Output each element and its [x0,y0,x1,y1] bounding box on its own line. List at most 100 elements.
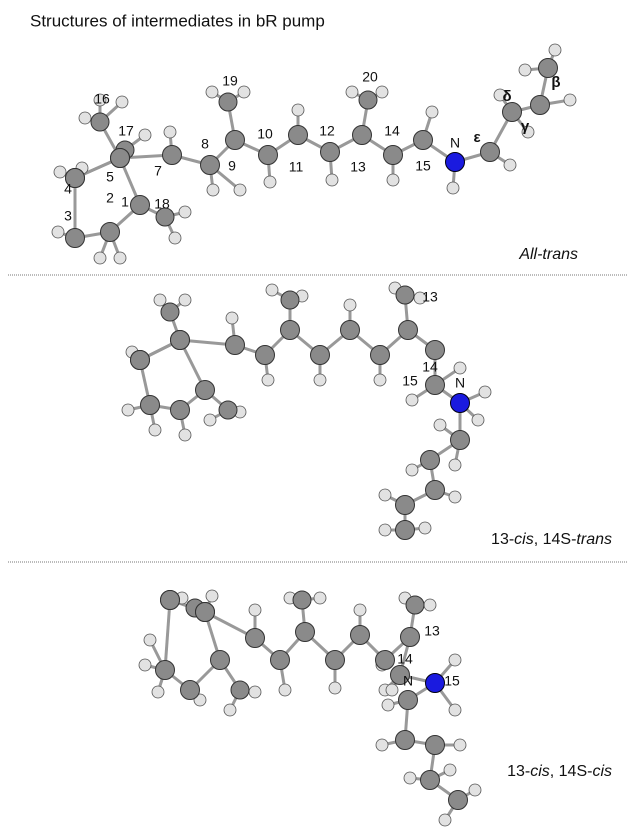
caption-part: 13- [507,763,530,780]
hydrogen-atom [79,112,91,124]
hydrogen-atom [479,386,491,398]
hydrogen-atom [206,86,218,98]
atom-label: 14 [384,123,400,139]
hydrogen-atom [204,414,216,426]
atom-label: 14 [422,359,438,375]
atom-label: 14 [397,651,413,667]
hydrogen-atom [406,464,418,476]
hydrogen-atom [564,94,576,106]
carbon-atom [451,431,470,450]
hydrogen-atom [94,252,106,264]
hydrogen-atom [382,699,394,711]
hydrogen-atom [447,182,459,194]
atom-label: δ [502,88,511,105]
atom-label: 1 [121,194,129,210]
carbon-atom [449,791,468,810]
carbon-atom [531,96,550,115]
hydrogen-atom [179,206,191,218]
hydrogen-atom [139,129,151,141]
carbon-atom [211,651,230,670]
atom-label: ε [473,129,480,146]
hydrogen-atom [379,489,391,501]
hydrogen-atom [454,362,466,374]
atom-label: 13 [424,623,440,639]
hydrogen-atom [346,86,358,98]
hydrogen-atom [154,294,166,306]
hydrogen-atom [169,232,181,244]
hydrogen-atom [207,184,219,196]
hydrogen-atom [424,599,436,611]
hydrogen-atom [179,429,191,441]
hydrogen-atom [419,522,431,534]
panel-caption: All-trans [518,246,578,263]
hydrogen-atom [224,704,236,716]
carbon-atom [219,93,237,111]
hydrogen-atom [344,299,356,311]
hydrogen-atom [249,686,261,698]
molecules [52,44,576,826]
carbon-atom [111,149,130,168]
hydrogen-atom [114,252,126,264]
panel-caption: 13-cis, 14S-cis [507,763,612,780]
carbon-atom [351,626,370,645]
figure-title: Structures of intermediates in bR pump [30,11,325,30]
carbon-atom [156,661,175,680]
carbon-atom [421,771,440,790]
carbon-atom [246,629,265,648]
hydrogen-atom [139,659,151,671]
hydrogen-atom [179,294,191,306]
hydrogen-atom [226,312,238,324]
hydrogen-atom [379,524,391,536]
atom-label: 19 [222,73,238,89]
carbon-atom [353,126,372,145]
carbon-atom [226,336,245,355]
hydrogen-atom [386,684,398,696]
hydrogen-atom [234,184,246,196]
hydrogen-atom [449,654,461,666]
carbon-atom [289,126,308,145]
atom-label: 15 [415,158,431,174]
nitrogen-atom [451,394,470,413]
carbon-atom [396,731,415,750]
atom-label: 17 [118,123,134,139]
carbon-atom [256,346,275,365]
figure: Structures of intermediates in bR pump 1… [0,0,630,827]
hydrogen-atom [266,284,278,296]
caption-part: , 14S- [550,763,593,780]
carbon-atom [426,736,445,755]
atom-label: 15 [444,673,460,689]
caption-part: cis [530,763,550,780]
carbon-atom [481,143,500,162]
atom-label: 10 [257,126,273,142]
hydrogen-atom [376,86,388,98]
caption-part: cis [592,763,612,780]
hydrogen-atom [116,96,128,108]
hydrogen-atom [426,106,438,118]
carbon-atom [426,481,445,500]
carbon-atom [101,223,120,242]
hydrogen-atom [314,374,326,386]
hydrogen-atom [504,159,516,171]
hydrogen-atom [206,590,218,602]
hydrogen-atom [52,226,64,238]
carbon-atom [259,146,278,165]
hydrogen-atom [122,404,134,416]
carbon-atom [271,651,290,670]
hydrogen-atom [406,394,418,406]
hydrogen-atom [152,686,164,698]
carbon-atom [141,396,160,415]
carbon-atom [399,321,418,340]
carbon-atom [161,591,180,610]
hydrogen-atom [374,374,386,386]
hydrogen-atom [444,764,456,776]
carbon-atom [396,521,415,540]
caption-part: All-trans [518,246,578,263]
atom-label: 4 [64,181,72,197]
hydrogen-atom [376,739,388,751]
hydrogen-atom [472,414,484,426]
atom-label: β [551,74,560,91]
hydrogen-atom [249,604,261,616]
atom-label: 13 [350,159,366,175]
carbon-atom [131,196,150,215]
hydrogen-atom [238,86,250,98]
